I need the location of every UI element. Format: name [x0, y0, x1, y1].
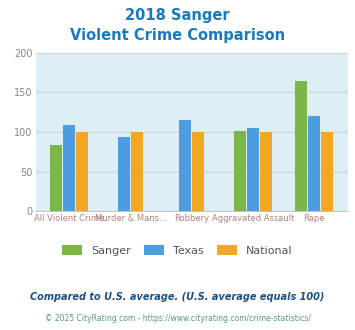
Bar — [131, 132, 143, 211]
Bar — [321, 132, 333, 211]
Text: Violent Crime Comparison: Violent Crime Comparison — [70, 28, 285, 43]
Bar — [247, 128, 259, 211]
Bar — [76, 132, 88, 211]
Text: 2018 Sanger: 2018 Sanger — [125, 8, 230, 23]
Bar — [260, 132, 272, 211]
Text: Compared to U.S. average. (U.S. average equals 100): Compared to U.S. average. (U.S. average … — [30, 292, 325, 302]
Bar — [234, 131, 246, 211]
Legend: Sanger, Texas, National: Sanger, Texas, National — [58, 241, 297, 260]
Bar — [308, 116, 320, 211]
Text: © 2025 CityRating.com - https://www.cityrating.com/crime-statistics/: © 2025 CityRating.com - https://www.city… — [45, 314, 310, 323]
Bar — [179, 120, 191, 211]
Bar — [295, 81, 307, 211]
Bar — [118, 137, 130, 211]
Bar — [192, 132, 204, 211]
Bar — [50, 145, 62, 211]
Bar — [63, 125, 75, 211]
